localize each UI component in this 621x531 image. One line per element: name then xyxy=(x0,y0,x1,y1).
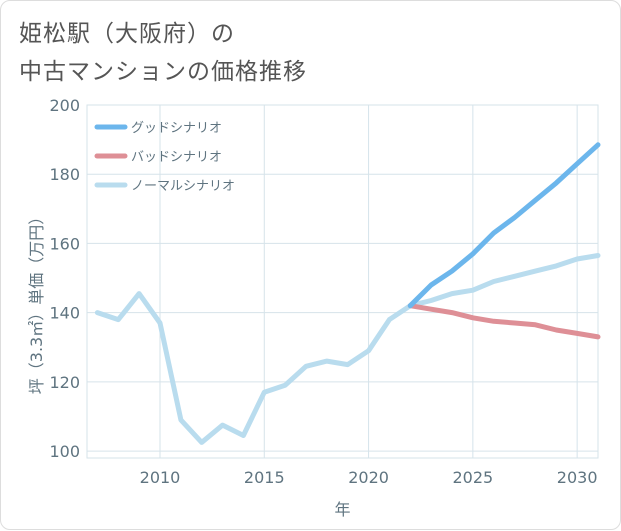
y-tick-label-120: 120 xyxy=(49,373,80,392)
y-tick-label-100: 100 xyxy=(49,442,80,461)
y-tick-label-180: 180 xyxy=(49,165,80,184)
x-tick-label-2025: 2025 xyxy=(452,468,493,487)
chart-title: 姫松駅（大阪府）の 中古マンションの価格推移 xyxy=(19,15,307,91)
x-tick-label-2010: 2010 xyxy=(140,468,181,487)
x-tick-label-2020: 2020 xyxy=(348,468,389,487)
series-line-normal xyxy=(94,253,601,445)
x-axis-label: 年 xyxy=(334,500,350,519)
chart-title-line-1: 姫松駅（大阪府）の xyxy=(19,21,235,47)
y-axis-label: 坪（3.3㎡）単価（万円） xyxy=(27,209,46,394)
series-line-bad xyxy=(407,303,601,340)
legend-label-normal: ノーマルシナリオ xyxy=(131,179,235,194)
legend-label-bad: バッドシナリオ xyxy=(131,150,222,165)
x-tick-label-2030: 2030 xyxy=(557,468,598,487)
y-tick-label-140: 140 xyxy=(49,304,80,323)
legend-label-good: グッドシナリオ xyxy=(131,121,222,136)
series-line-good xyxy=(407,142,601,309)
y-tick-label-160: 160 xyxy=(49,234,80,253)
y-tick-label-200: 200 xyxy=(49,96,80,115)
x-tick-label-2015: 2015 xyxy=(244,468,285,487)
chart-title-line-2: 中古マンションの価格推移 xyxy=(19,59,307,85)
